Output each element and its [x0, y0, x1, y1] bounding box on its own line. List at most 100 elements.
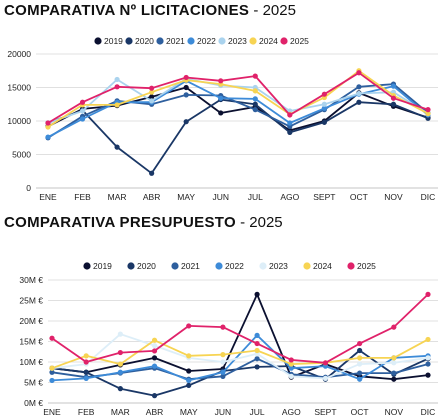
data-point — [220, 373, 226, 379]
series-line — [47, 77, 429, 124]
y-tick-label: 10000 — [7, 116, 31, 126]
data-point — [114, 76, 120, 83]
legend-marker — [347, 262, 355, 270]
data-point — [254, 364, 260, 370]
y-tick-label: 20000 — [7, 49, 31, 59]
series-line — [47, 83, 429, 139]
data-point — [357, 376, 363, 382]
data-point — [254, 356, 260, 362]
series-line — [47, 69, 429, 128]
data-point — [356, 84, 362, 90]
data-point — [425, 355, 431, 361]
legend-marker — [215, 262, 223, 270]
data-point — [390, 95, 397, 101]
data-point — [357, 361, 363, 367]
legend-marker — [171, 262, 179, 270]
x-tick-label: ABR — [146, 407, 163, 417]
x-tick-label: ENE — [43, 407, 61, 417]
data-point — [254, 347, 260, 354]
data-point — [321, 101, 327, 107]
data-point — [79, 116, 86, 122]
data-point — [149, 89, 155, 95]
legend-label: 2024 — [313, 261, 332, 271]
legend-marker — [280, 37, 288, 45]
legend-label: 2025 — [357, 261, 376, 271]
x-tick-label: MAR — [108, 192, 127, 202]
x-tick-label: NOV — [385, 407, 404, 417]
x-tick-label: ENE — [39, 192, 57, 202]
gridlines — [48, 279, 438, 404]
x-tick-label: MAY — [180, 407, 198, 417]
data-point — [322, 375, 329, 381]
data-point — [83, 359, 89, 365]
data-point — [149, 94, 155, 100]
y-tick-label: 15000 — [7, 83, 31, 93]
series-2025 — [49, 291, 431, 366]
data-point — [186, 323, 192, 329]
legend-label: 2023 — [228, 36, 247, 46]
x-tick-label: MAY — [177, 192, 195, 202]
data-point — [183, 84, 189, 91]
legend-label: 2020 — [137, 261, 156, 271]
data-point — [45, 124, 51, 130]
data-point — [117, 386, 123, 392]
data-point — [186, 353, 192, 359]
x-tick-label: AGO — [280, 192, 299, 202]
data-point — [220, 324, 226, 330]
data-point — [252, 101, 258, 107]
data-point — [186, 377, 192, 384]
series-line — [51, 333, 429, 380]
data-point — [45, 134, 51, 140]
legend-marker — [218, 37, 226, 45]
chart-title-licitaciones: COMPARATIVA Nº LICITACIONES - 2025 — [4, 2, 296, 19]
data-point — [252, 88, 258, 94]
data-point — [357, 355, 363, 361]
legend-label: 2019 — [104, 36, 123, 46]
legend-label: 2021 — [166, 36, 185, 46]
x-tick-label: SEPT — [313, 192, 335, 202]
data-point — [186, 382, 192, 388]
data-point — [49, 377, 55, 384]
data-point — [288, 357, 294, 363]
data-point — [425, 291, 431, 297]
series-line — [51, 334, 429, 382]
data-point — [149, 170, 155, 176]
data-point — [117, 369, 123, 375]
legend-label: 2022 — [197, 36, 216, 46]
x-tick-label: ABR — [143, 192, 160, 202]
legend-marker — [125, 37, 133, 45]
series-2025 — [45, 70, 431, 126]
data-point — [79, 99, 86, 105]
data-point — [356, 90, 362, 97]
y-tick-label: 0 — [26, 183, 31, 193]
data-point — [391, 324, 397, 330]
data-point — [151, 355, 158, 361]
data-point — [117, 331, 123, 337]
data-point — [425, 111, 431, 117]
series-line — [51, 349, 429, 397]
data-point — [183, 119, 189, 125]
y-tick-label: 20M € — [19, 316, 43, 326]
data-point — [390, 83, 397, 89]
presupuesto-chart-panel: COMPARATIVA PRESUPUESTO - 2025 0M € 5M € 1… — [0, 212, 446, 417]
data-point — [252, 73, 258, 79]
data-point — [151, 337, 158, 343]
data-point — [391, 355, 397, 361]
data-point — [183, 92, 189, 98]
series-line — [47, 79, 429, 138]
data-point — [391, 370, 397, 376]
data-point — [356, 70, 362, 76]
data-point — [220, 369, 226, 375]
legend-label: 2024 — [259, 36, 278, 46]
data-point — [287, 129, 293, 135]
data-point — [357, 340, 363, 347]
legend-marker — [259, 262, 267, 270]
data-point — [83, 369, 89, 375]
data-point — [252, 96, 258, 102]
chart-title-main: COMPARATIVA Nº LICITACIONES — [4, 2, 250, 19]
legend-label: 2021 — [181, 261, 200, 271]
y-tick-label: 25M € — [19, 296, 43, 306]
data-point — [390, 101, 397, 107]
data-point — [49, 369, 55, 375]
x-tick-label: JUL — [250, 407, 265, 417]
